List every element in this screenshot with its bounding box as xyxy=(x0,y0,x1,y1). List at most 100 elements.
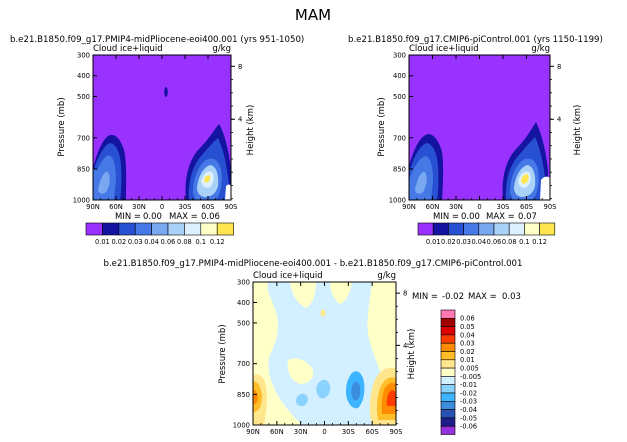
x-tick-label: 90S xyxy=(544,203,557,211)
colorbar-label: 0.04 xyxy=(144,238,159,246)
colorbar-label: 0.005 xyxy=(460,365,479,373)
x-tick-label: 90S xyxy=(225,203,238,211)
y-tick-label: 700 xyxy=(77,134,90,142)
colorbar-label: -0.04 xyxy=(460,406,477,414)
missing-data xyxy=(540,176,550,200)
colorbar-box xyxy=(440,400,456,410)
cloud-level-8 xyxy=(521,174,529,184)
colorbar-label: 0.02 xyxy=(460,348,475,356)
colorbar-label: 0.08 xyxy=(502,238,517,246)
height-tick-label: 8 xyxy=(557,63,561,71)
colorbar-label: 0.06 xyxy=(460,315,475,323)
panel-title: b.e21.B1850.f09_g17.PMIP4-midPliocene-eo… xyxy=(104,259,523,269)
y-tick-label: 400 xyxy=(237,299,250,307)
min-label: MIN = xyxy=(433,212,459,222)
y-tick-label: 400 xyxy=(77,72,90,80)
axis-ticks: 90N 60N 30N 0 30S 60S 90S 300 400 500 700 850 1000 8 4 xyxy=(73,52,243,212)
colorbar-box xyxy=(440,317,456,327)
diff-near-zero xyxy=(290,282,316,308)
x-tick-label: 30S xyxy=(497,203,510,211)
cloud-level-8 xyxy=(204,175,211,183)
colorbar-box xyxy=(118,222,136,236)
diff-pos-larger xyxy=(386,390,396,406)
y-tick-label: 700 xyxy=(237,360,250,368)
colorbar-label: 0.1 xyxy=(519,238,530,246)
page-title: MAM xyxy=(295,6,331,24)
units-label: g/kg xyxy=(212,44,231,54)
field-label: Cloud ice+liquid xyxy=(409,44,479,54)
cloud-level-3b xyxy=(93,168,99,192)
colorbar-label: 0.06 xyxy=(161,238,176,246)
colorbar-box xyxy=(216,222,234,236)
colorbar: 0.01 0.02 0.03 0.04 0.06 0.08 0.1 0.12 xyxy=(85,222,234,246)
x-tick-label: 0 xyxy=(160,203,164,211)
diff-neg-medium xyxy=(316,379,331,399)
colorbar-label: 0.05 xyxy=(460,323,475,331)
min-label: MIN = xyxy=(412,292,438,302)
y-tick-label: 850 xyxy=(237,391,250,399)
colorbar-label: -0.005 xyxy=(460,373,481,381)
y-axis-label-right: Height (km) xyxy=(407,329,417,380)
axis-ticks: 90N 60N 30N 0 30S 60S 90S 300 400 500 700 850 1000 8 4 xyxy=(233,279,408,437)
y-tick-label: 700 xyxy=(393,134,406,142)
x-tick-label: 90S xyxy=(390,428,403,436)
colorbar-label: 0.02 xyxy=(111,238,126,246)
colorbar-label: 0.03 xyxy=(128,238,143,246)
x-tick-label: 90N xyxy=(246,428,260,436)
panel-pi-control: b.e21.B1850.f09_g17.CMIP6-piControl.001 … xyxy=(348,35,603,246)
colorbar: 0.01 0.02 0.03 0.04 0.06 0.08 0.1 0.12 xyxy=(417,222,556,246)
colorbar-box xyxy=(167,222,185,236)
diff-near-zero xyxy=(330,282,352,304)
colorbar-box xyxy=(440,359,456,369)
x-tick-label: 30S xyxy=(342,428,355,436)
x-tick-label: 30N xyxy=(294,428,308,436)
min-value: -0.02 xyxy=(442,292,464,302)
contour-field xyxy=(253,282,396,425)
y-tick-label: 500 xyxy=(393,93,406,101)
colorbar-box xyxy=(440,326,456,336)
units-label: g/kg xyxy=(531,44,550,54)
diff-pos-small xyxy=(320,309,326,317)
colorbar-label: 0.04 xyxy=(460,331,475,339)
colorbar-box xyxy=(539,222,556,236)
x-tick-label: 60N xyxy=(270,428,284,436)
y-axis-label-right: Height (km) xyxy=(573,105,583,156)
colorbar-label: 0.03 xyxy=(456,238,471,246)
colorbar-label: 0.01 xyxy=(460,356,475,364)
y-tick-label: 300 xyxy=(393,52,406,60)
x-tick-label: 60N xyxy=(426,203,440,211)
colorbar-label: -0.02 xyxy=(460,389,477,397)
colorbar-label: -0.06 xyxy=(460,423,477,431)
colorbar-box xyxy=(493,222,510,236)
height-tick-label: 4 xyxy=(238,116,242,124)
max-value: 0.06 xyxy=(201,212,220,222)
y-tick-label: 850 xyxy=(77,165,90,173)
colorbar-box xyxy=(478,222,495,236)
colorbar-box xyxy=(85,222,103,236)
axis-ticks: 90N 60N 30N 0 30S 60S 90S 300 400 500 700 850 1000 8 4 xyxy=(389,52,562,212)
colorbar-box xyxy=(448,222,464,236)
colorbar-box xyxy=(440,351,456,361)
colorbar-box xyxy=(151,222,169,236)
colorbar-label: 0.02 xyxy=(441,238,456,246)
colorbar-label: -0.01 xyxy=(460,381,477,389)
colorbar-label: 0.03 xyxy=(460,340,475,348)
min-label: MIN = xyxy=(115,212,141,222)
y-tick-label: 1000 xyxy=(233,422,250,430)
height-tick-label: 4 xyxy=(403,342,407,350)
max-label: MAX = xyxy=(486,212,515,222)
y-tick-label: 300 xyxy=(77,52,90,60)
x-tick-label: 0 xyxy=(322,428,326,436)
x-tick-label: 90N xyxy=(402,203,416,211)
colorbar-box xyxy=(440,392,456,402)
x-tick-label: 30N xyxy=(449,203,463,211)
missing-data xyxy=(225,184,231,200)
colorbar-label: -0.05 xyxy=(460,414,477,422)
panel-difference: b.e21.B1850.f09_g17.PMIP4-midPliocene-eo… xyxy=(104,259,523,436)
x-tick-label: 90N xyxy=(86,203,100,211)
y-tick-label: 400 xyxy=(393,72,406,80)
height-tick-label: 8 xyxy=(238,63,242,71)
x-tick-label: 60S xyxy=(520,203,533,211)
colorbar-label: 0.06 xyxy=(487,238,502,246)
